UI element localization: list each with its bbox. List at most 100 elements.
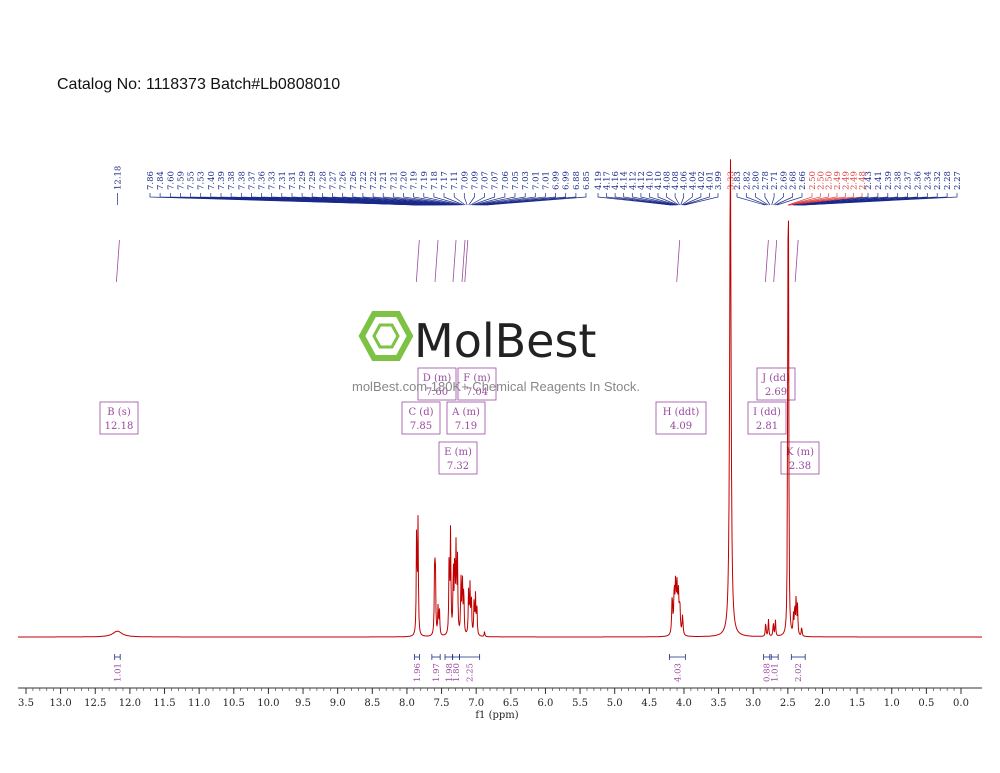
peak-shift-label: 4.08 bbox=[663, 171, 673, 190]
peak-shift-label: 2.37 bbox=[904, 171, 914, 190]
peak-connector-line bbox=[481, 193, 556, 206]
peak-connector-line bbox=[792, 193, 869, 206]
x-tick-label: 7.0 bbox=[468, 698, 484, 709]
peak-shift-label: 12.18 bbox=[113, 166, 123, 190]
peak-shift-label: 4.17 bbox=[603, 171, 613, 190]
peak-shift-label: 4.10 bbox=[645, 171, 655, 190]
integral-value: 2.25 bbox=[466, 663, 476, 682]
peak-connector-line bbox=[788, 193, 846, 206]
integral-value: 0.88 bbox=[763, 663, 773, 682]
x-tick-label: 10.0 bbox=[257, 698, 279, 709]
multiplet-box bbox=[417, 367, 457, 401]
multiplet-value: 2.81 bbox=[756, 421, 778, 432]
peak-connector-line bbox=[372, 193, 453, 206]
peak-connector-line bbox=[788, 193, 838, 206]
peak-connector-line bbox=[484, 193, 577, 206]
spectrum-trace bbox=[18, 159, 982, 638]
multiplet-tick bbox=[773, 239, 778, 283]
multiplet-tick bbox=[452, 239, 457, 283]
peak-shift-label: 4.04 bbox=[688, 171, 698, 190]
peak-shift-label: 7.31 bbox=[278, 171, 288, 190]
multiplet-label: K (m) bbox=[786, 447, 814, 458]
multiplet-tick bbox=[676, 239, 681, 283]
peak-shift-label: 2.49 bbox=[833, 171, 843, 190]
peak-shift-label: 2.50 bbox=[825, 171, 835, 190]
multiplet-box bbox=[457, 367, 497, 401]
multiplet-label: E (m) bbox=[444, 447, 472, 458]
peak-shift-label: 7.27 bbox=[329, 171, 339, 190]
peak-shift-label: 2.27 bbox=[953, 171, 963, 190]
peak-connector-line bbox=[468, 193, 475, 206]
peak-shift-label: 7.21 bbox=[389, 171, 399, 190]
multiplet-value: 2.38 bbox=[789, 461, 811, 472]
peak-connector-line bbox=[681, 193, 693, 206]
x-tick-label: 2.0 bbox=[815, 698, 831, 709]
x-tick-label: 4.5 bbox=[641, 698, 657, 709]
peak-connector-line bbox=[771, 193, 775, 206]
integral-value: 1.97 bbox=[432, 663, 442, 682]
peak-shift-label: 2.69 bbox=[779, 171, 789, 190]
multiplet-value: 7.60 bbox=[426, 387, 448, 398]
x-tick-label: 11.5 bbox=[153, 698, 175, 709]
peak-shift-label: 2.68 bbox=[789, 171, 799, 190]
x-tick-label: 8.0 bbox=[399, 698, 415, 709]
peak-connector-line bbox=[788, 193, 821, 206]
peak-shift-label: 2.80 bbox=[752, 171, 762, 190]
peak-connector-line bbox=[774, 193, 794, 206]
integral-value: 1.96 bbox=[413, 663, 423, 682]
x-tick-label: 9.5 bbox=[295, 698, 311, 709]
peak-shift-label: 2.39 bbox=[884, 171, 894, 190]
integral-value: 1.80 bbox=[452, 663, 462, 682]
peak-connector-line bbox=[657, 193, 678, 206]
peak-shift-label: 7.59 bbox=[176, 171, 186, 190]
x-tick-label: 6.0 bbox=[537, 698, 553, 709]
peak-connector-line bbox=[606, 193, 672, 206]
peak-connector-line bbox=[764, 193, 771, 206]
x-tick-label: 11.0 bbox=[188, 698, 210, 709]
peak-shift-label: 7.33 bbox=[268, 171, 278, 190]
peak-connector-line bbox=[478, 193, 536, 206]
peak-connector-line bbox=[787, 193, 813, 206]
peak-shift-label: 7.01 bbox=[531, 171, 541, 190]
peak-shift-label: 4.01 bbox=[705, 171, 715, 190]
x-tick-label: 4.0 bbox=[676, 698, 692, 709]
peak-connector-line bbox=[486, 193, 587, 206]
peak-connector-line bbox=[470, 193, 485, 206]
integral-value: 1.98 bbox=[445, 663, 455, 682]
peak-shift-label: 7.05 bbox=[511, 171, 521, 190]
peak-shift-label: 7.21 bbox=[379, 171, 389, 190]
peak-connector-line bbox=[392, 193, 456, 206]
peak-shift-label: 6.85 bbox=[582, 171, 592, 190]
peak-shift-label: 7.22 bbox=[369, 171, 379, 190]
peak-shift-label: 2.36 bbox=[913, 171, 923, 190]
multiplet-box bbox=[780, 441, 820, 475]
peak-connector-line bbox=[475, 193, 516, 206]
peak-shift-label: 7.22 bbox=[359, 171, 369, 190]
peak-connector-line bbox=[423, 193, 461, 206]
x-tick-label: 9.0 bbox=[330, 698, 346, 709]
multiplet-label: H (ddt) bbox=[663, 407, 700, 418]
multiplet-box bbox=[99, 401, 139, 435]
peak-shift-label: 2.50 bbox=[808, 171, 818, 190]
x-tick-label: 3.5 bbox=[18, 698, 34, 709]
peak-shift-label: 2.28 bbox=[943, 171, 953, 190]
peak-shift-label: 7.38 bbox=[227, 171, 237, 190]
integral-value: 1.01 bbox=[771, 663, 781, 682]
molbest-logo-icon: MolBest bbox=[358, 311, 596, 368]
peak-shift-label: 2.49 bbox=[850, 171, 860, 190]
multiplet-box bbox=[756, 367, 796, 401]
peak-connector-line bbox=[453, 193, 466, 206]
multiplet-value: 7.32 bbox=[447, 461, 469, 472]
x-tick-label: 1.5 bbox=[849, 698, 865, 709]
peak-shift-label: 7.31 bbox=[288, 171, 298, 190]
peak-connector-line bbox=[649, 193, 677, 206]
peak-shift-label: 7.09 bbox=[471, 171, 481, 190]
x-tick-label: 12.0 bbox=[119, 698, 141, 709]
peak-connector-line bbox=[473, 193, 506, 206]
peak-connector-line bbox=[471, 193, 496, 206]
peak-connector-line bbox=[789, 193, 863, 206]
multiplet-label: I (dd) bbox=[753, 407, 781, 418]
peak-connector-line bbox=[788, 193, 830, 206]
peak-shift-label: 7.03 bbox=[521, 171, 531, 190]
multiplet-box bbox=[655, 401, 707, 435]
